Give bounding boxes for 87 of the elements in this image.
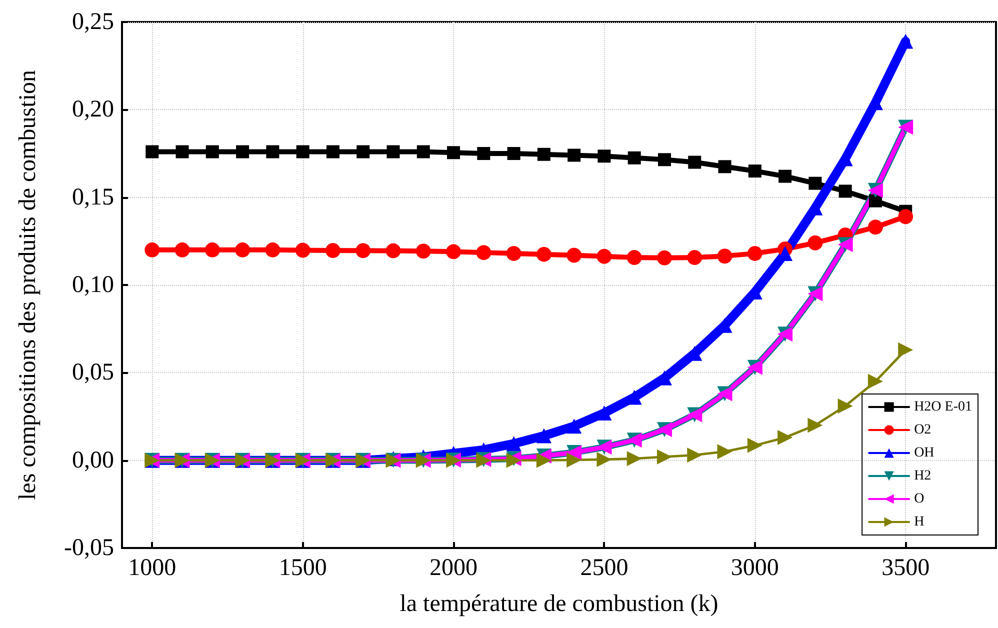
point bbox=[747, 246, 762, 261]
x-tick-label: 1500 bbox=[278, 555, 327, 581]
point bbox=[146, 145, 159, 158]
point bbox=[536, 246, 552, 262]
point bbox=[176, 145, 189, 158]
point bbox=[386, 243, 401, 258]
point bbox=[598, 150, 611, 163]
point bbox=[898, 342, 914, 358]
point bbox=[416, 244, 431, 259]
point bbox=[204, 242, 220, 258]
point bbox=[596, 405, 612, 420]
y-tick-label: 0,25 bbox=[72, 9, 114, 35]
point bbox=[566, 452, 582, 468]
point bbox=[144, 242, 160, 258]
point bbox=[656, 449, 672, 464]
point bbox=[808, 176, 822, 190]
point bbox=[174, 242, 190, 258]
point bbox=[838, 184, 852, 198]
point bbox=[446, 244, 462, 260]
point bbox=[295, 242, 310, 258]
point bbox=[265, 242, 280, 258]
point bbox=[506, 246, 522, 261]
point bbox=[898, 209, 914, 224]
point bbox=[416, 145, 430, 158]
point bbox=[778, 430, 793, 446]
point bbox=[658, 153, 671, 166]
point bbox=[747, 438, 762, 453]
legend-label: H2 bbox=[914, 468, 932, 484]
point bbox=[868, 374, 883, 389]
point bbox=[326, 145, 340, 158]
point bbox=[356, 243, 371, 258]
point bbox=[507, 147, 520, 160]
y-axis-title: les compositions des produits de combustion bbox=[15, 70, 41, 500]
point bbox=[356, 145, 370, 158]
point bbox=[657, 250, 672, 266]
point bbox=[808, 418, 823, 433]
x-tick-label: 2000 bbox=[430, 555, 478, 581]
point bbox=[325, 242, 340, 258]
point bbox=[568, 148, 581, 162]
x-axis-title: la température de combustion (k) bbox=[400, 591, 718, 617]
legend-label: H2O E-01 bbox=[914, 400, 972, 414]
point bbox=[506, 436, 522, 452]
point bbox=[868, 220, 883, 235]
point bbox=[477, 147, 490, 160]
point bbox=[626, 250, 642, 265]
point bbox=[718, 160, 732, 174]
x-tick-label: 3000 bbox=[730, 555, 779, 581]
point bbox=[596, 452, 612, 467]
y-tick-label: -0,05 bbox=[64, 535, 114, 561]
x-tick-label: 2500 bbox=[580, 555, 628, 581]
y-tick-label: 0,10 bbox=[72, 272, 114, 298]
y-tick-label: 0,20 bbox=[72, 96, 114, 123]
point bbox=[536, 428, 552, 444]
y-tick-label: 0,15 bbox=[72, 184, 114, 210]
legend-label: O2 bbox=[914, 422, 932, 438]
point bbox=[748, 164, 762, 178]
legend-label: H bbox=[914, 514, 924, 530]
point bbox=[566, 248, 582, 263]
point bbox=[447, 146, 460, 160]
legend-label: O bbox=[914, 492, 924, 506]
point bbox=[236, 145, 250, 158]
x-tick-label: 3500 bbox=[882, 555, 930, 581]
y-tick-label: 0,05 bbox=[72, 360, 114, 386]
point bbox=[386, 145, 400, 158]
point bbox=[537, 148, 550, 161]
y-tick-label: 0,00 bbox=[72, 447, 114, 474]
point bbox=[808, 235, 823, 250]
point bbox=[626, 451, 642, 466]
point bbox=[688, 156, 702, 169]
legend-label: OH bbox=[914, 446, 934, 460]
point bbox=[628, 151, 641, 164]
point bbox=[476, 245, 492, 260]
point bbox=[566, 418, 582, 434]
point bbox=[687, 250, 702, 265]
point bbox=[717, 248, 732, 264]
point bbox=[596, 248, 612, 264]
point bbox=[778, 170, 792, 183]
point bbox=[235, 242, 250, 258]
point bbox=[296, 145, 310, 158]
point bbox=[687, 448, 702, 463]
point bbox=[868, 194, 882, 208]
x-tick-label: 1000 bbox=[128, 555, 176, 581]
point bbox=[838, 398, 853, 414]
point bbox=[206, 145, 219, 158]
point bbox=[717, 444, 732, 460]
point bbox=[536, 452, 552, 468]
point bbox=[266, 145, 280, 158]
